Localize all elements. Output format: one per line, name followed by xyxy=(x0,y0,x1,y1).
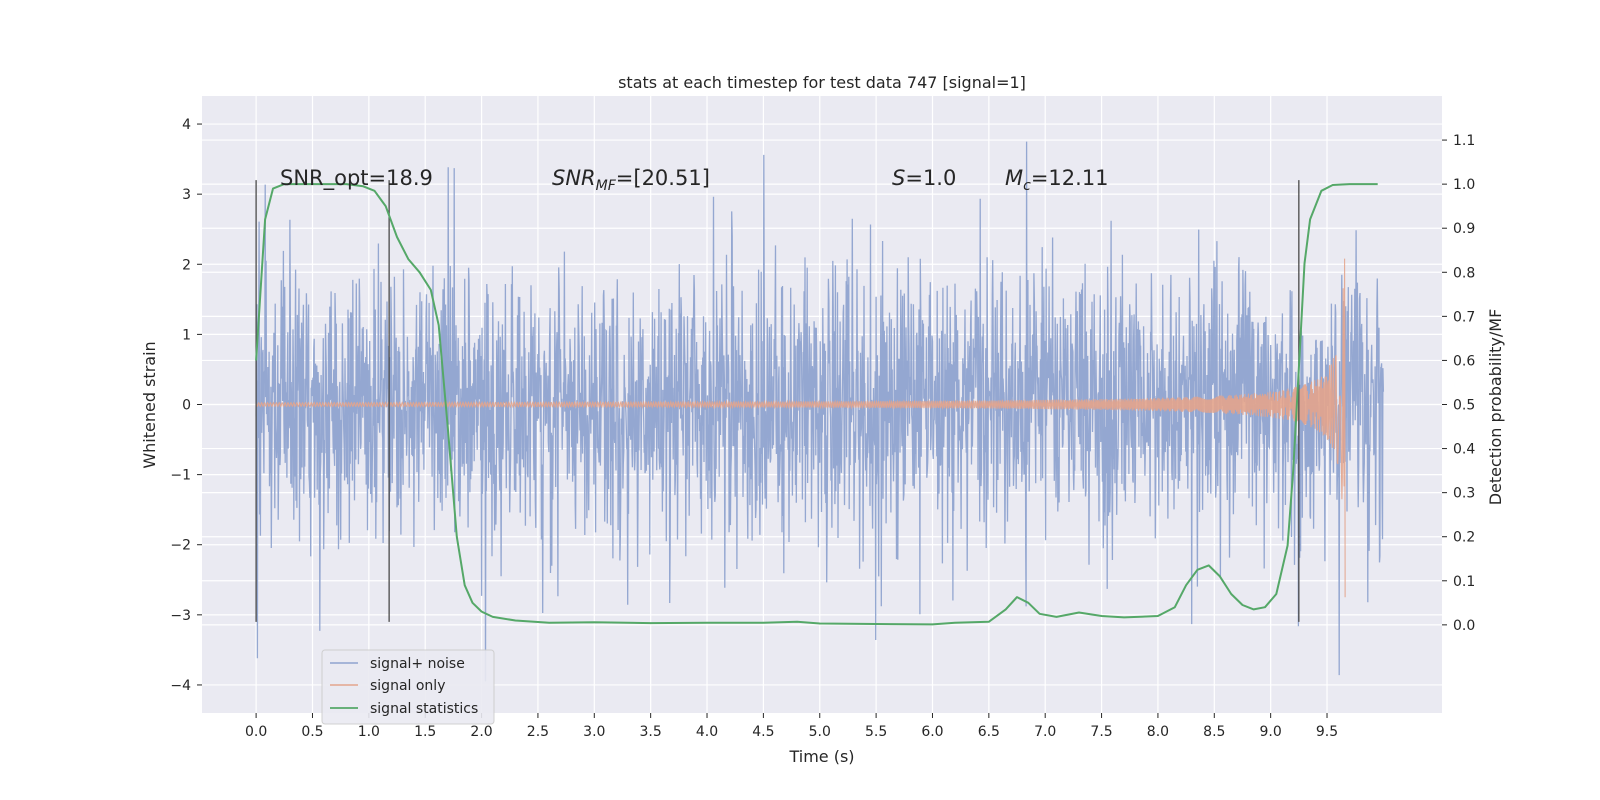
y-right-tick-label: 0.6 xyxy=(1453,353,1475,369)
chart-title: stats at each timestep for test data 747… xyxy=(618,73,1026,92)
annotation-s-value: =1.0 xyxy=(905,166,956,190)
x-tick-label: 0.5 xyxy=(301,724,323,740)
annotation-mc: Mc=12.11 xyxy=(1005,166,1109,194)
x-ticks: 0.0 0.5 1.0 1.5 2.0 2.5 3.0 3.5 4.0 4.5 5.0 5.5 6.0 6… xyxy=(245,713,1338,740)
x-tick-label: 7.0 xyxy=(1034,724,1056,740)
y-right-tick-label: 0.1 xyxy=(1453,574,1475,590)
legend-label-signal: signal only xyxy=(370,678,445,694)
annotation-snr-mf-sub: MF xyxy=(596,178,617,194)
x-tick-label: 2.0 xyxy=(470,724,492,740)
y-right-tick-label: 0.2 xyxy=(1453,530,1475,546)
x-tick-label: 6.0 xyxy=(921,724,943,740)
y-right-tick-label: 0.3 xyxy=(1453,486,1475,502)
x-tick-label: 1.5 xyxy=(414,724,436,740)
x-tick-label: 2.5 xyxy=(527,724,549,740)
y-tick-label: 1 xyxy=(182,327,191,343)
x-tick-label: 6.5 xyxy=(978,724,1000,740)
y-right-ticks: 1.1 1.0 0.9 0.8 0.7 0.6 0.5 0.4 0.3 0.2 0.1 0.0 xyxy=(1442,133,1475,634)
legend: signal+ noise signal only signal statist… xyxy=(321,649,495,725)
x-tick-label: 9.0 xyxy=(1260,724,1282,740)
annotation-mc-base: M xyxy=(1005,166,1023,190)
y-ticks: 4 3 2 1 0 −1 −2 −3 −4 xyxy=(170,117,202,694)
annotation-snr-mf-value: =[20.51] xyxy=(616,166,710,190)
y-tick-label: −3 xyxy=(170,608,191,624)
x-tick-label: 9.5 xyxy=(1316,724,1338,740)
x-tick-label: 5.5 xyxy=(865,724,887,740)
annotation-snr-mf-base: SNR xyxy=(552,166,596,190)
annotation-snr-opt: SNR_opt=18.9 xyxy=(280,166,433,191)
y-tick-label: 2 xyxy=(182,257,191,273)
legend-box xyxy=(321,649,495,725)
x-tick-label: 0.0 xyxy=(245,724,267,740)
x-tick-label: 3.0 xyxy=(583,724,605,740)
y-right-tick-label: 0.0 xyxy=(1453,618,1475,634)
x-tick-label: 1.0 xyxy=(358,724,380,740)
x-tick-label: 8.5 xyxy=(1203,724,1225,740)
y-right-tick-label: 0.7 xyxy=(1453,309,1475,325)
legend-label-noise: signal+ noise xyxy=(370,656,465,672)
y-right-tick-label: 1.0 xyxy=(1453,177,1475,193)
signal-only-line xyxy=(255,258,1346,598)
annotation-snr-mf: SNRMF=[20.51] xyxy=(552,166,710,194)
annotation-mc-sub: c xyxy=(1023,178,1031,194)
y-right-tick-label: 0.5 xyxy=(1453,398,1475,414)
annotation-mc-value: =12.11 xyxy=(1031,166,1109,190)
x-tick-label: 4.5 xyxy=(752,724,774,740)
x-axis-label: Time (s) xyxy=(788,747,854,766)
y-right-tick-label: 1.1 xyxy=(1453,133,1475,149)
annotation-s: S=1.0 xyxy=(892,166,956,190)
y-tick-label: −2 xyxy=(170,538,191,554)
legend-label-stats: signal statistics xyxy=(370,701,478,717)
y-right-tick-label: 0.4 xyxy=(1453,442,1475,458)
y-tick-label: −4 xyxy=(170,678,191,694)
x-tick-label: 8.0 xyxy=(1147,724,1169,740)
x-tick-label: 4.0 xyxy=(696,724,718,740)
vertical-markers xyxy=(255,180,1300,622)
y-tick-label: −1 xyxy=(170,468,191,484)
y-right-tick-label: 0.8 xyxy=(1453,265,1475,281)
signal-statistics-series xyxy=(255,183,1378,626)
x-tick-label: 5.0 xyxy=(809,724,831,740)
y-axis-label: Whitened strain xyxy=(140,341,159,468)
signal-statistics-line xyxy=(255,183,1378,626)
y-right-axis-label: Detection probability/MF xyxy=(1486,309,1505,506)
annotation-s-base: S xyxy=(892,166,905,190)
y-tick-label: 4 xyxy=(182,117,191,133)
y-right-tick-label: 0.9 xyxy=(1453,221,1475,237)
y-tick-label: 3 xyxy=(182,187,191,203)
x-tick-label: 3.5 xyxy=(640,724,662,740)
x-tick-label: 7.5 xyxy=(1090,724,1112,740)
y-tick-label: 0 xyxy=(182,398,191,414)
signal-only-series xyxy=(255,258,1346,598)
